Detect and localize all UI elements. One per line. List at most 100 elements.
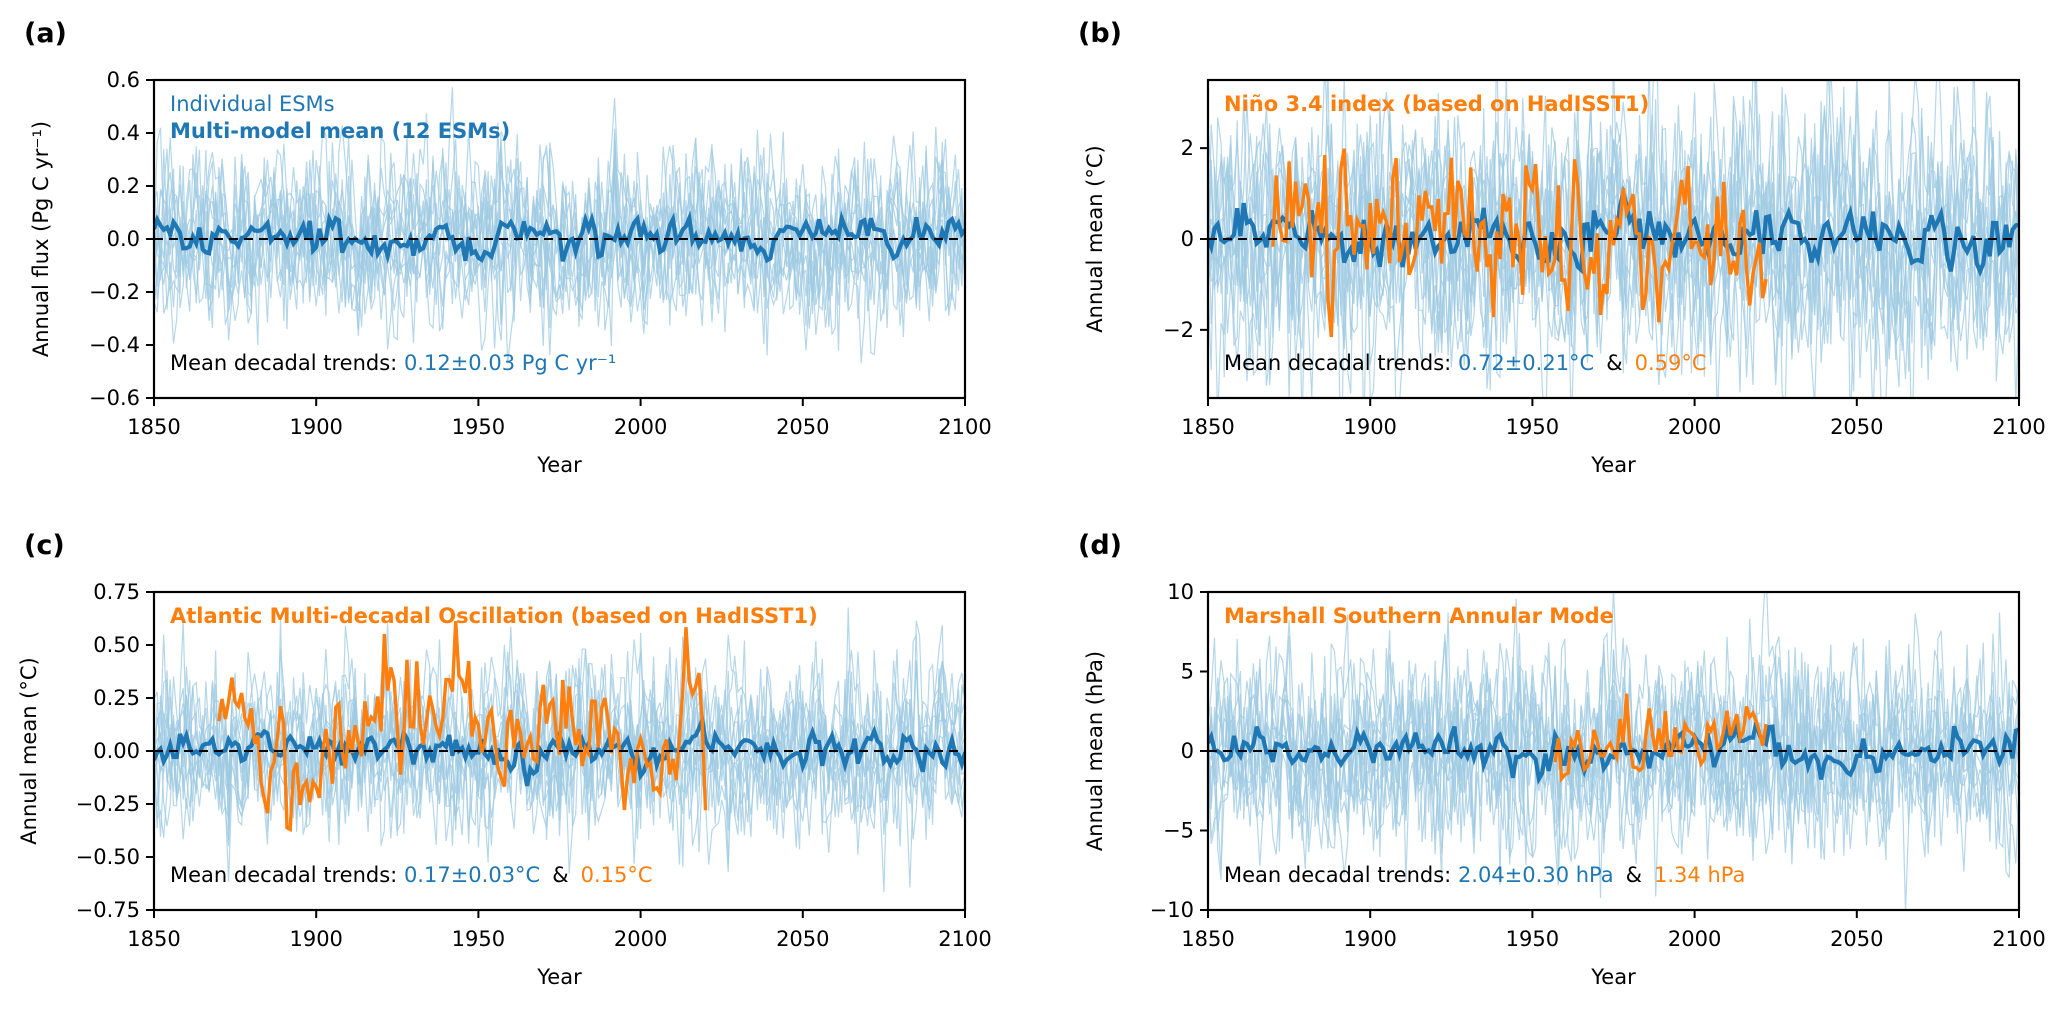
y-tick-label: 0 bbox=[1181, 227, 1194, 251]
panel-label: (c) bbox=[24, 530, 65, 561]
trend-ampersand: & bbox=[1626, 863, 1642, 887]
plot-area bbox=[1208, 80, 2019, 398]
x-tick-label: 1900 bbox=[289, 927, 342, 951]
legend-multi-model-mean: Multi-model mean (12 ESMs) bbox=[170, 119, 510, 143]
y-tick-label: 0 bbox=[1181, 739, 1194, 763]
x-tick-label: 2050 bbox=[776, 927, 829, 951]
observation-title: Marshall Southern Annular Mode bbox=[1224, 604, 1614, 628]
individual-esm-line bbox=[1208, 612, 2019, 870]
y-tick-label: 0.50 bbox=[93, 633, 140, 657]
trend-annotation: Mean decadal trends: 0.17±0.03°C & 0.15°C bbox=[170, 863, 653, 887]
x-tick-label: 1950 bbox=[1506, 927, 1559, 951]
panel-b: (b) 1850 1900 1950 2000 2050 2100 Year −2 0 2 Annua… bbox=[1078, 18, 2046, 477]
y-tick-label: 0.2 bbox=[107, 174, 140, 198]
panel-c: (c) 1850 1900 1950 2000 2050 2100 Year −0.75 −0.5… bbox=[17, 530, 992, 989]
x-tick-label: 2000 bbox=[614, 927, 667, 951]
y-tick-label: −0.25 bbox=[76, 792, 140, 816]
trend-observed-value: 1.34 hPa bbox=[1654, 863, 1745, 887]
trend-prefix: Mean decadal trends: bbox=[1224, 863, 1458, 887]
y-tick-label: 0.25 bbox=[93, 686, 140, 710]
legend-individual-esms: Individual ESMs bbox=[170, 92, 335, 116]
y-tick-label: −2 bbox=[1163, 318, 1194, 342]
trend-model-value: 2.04±0.30 hPa bbox=[1458, 863, 1614, 887]
trend-annotation: Mean decadal trends: 2.04±0.30 hPa & 1.34 … bbox=[1224, 863, 1745, 887]
y-axis-label: Annual mean (hPa) bbox=[1083, 651, 1107, 851]
x-tick-label: 1950 bbox=[1506, 415, 1559, 439]
y-axis-label: Annual flux (Pg C yr⁻¹) bbox=[29, 121, 53, 357]
y-tick-label: 0.0 bbox=[107, 227, 140, 251]
individual-esm-line bbox=[1208, 631, 2019, 910]
individual-esm-line bbox=[1208, 639, 2019, 878]
individual-esm-line bbox=[154, 620, 965, 840]
x-tick-label: 2050 bbox=[1830, 927, 1883, 951]
observation-line bbox=[1553, 693, 1768, 784]
y-tick-label: 0.6 bbox=[107, 68, 140, 92]
y-tick-label: 5 bbox=[1181, 660, 1194, 684]
multi-model-mean-line bbox=[1208, 719, 2019, 786]
trend-model-value: 0.12±0.03 Pg C yr⁻¹ bbox=[404, 351, 616, 375]
y-tick-label: −0.75 bbox=[76, 898, 140, 922]
x-axis-label: Year bbox=[536, 965, 582, 989]
y-tick-label: 10 bbox=[1167, 580, 1194, 604]
observation-line bbox=[1271, 148, 1768, 338]
y-tick-label: 2 bbox=[1181, 136, 1194, 160]
trend-prefix: Mean decadal trends: bbox=[170, 351, 404, 375]
multi-model-mean-line bbox=[154, 210, 965, 265]
y-axis-label: Annual mean (°C) bbox=[1083, 145, 1107, 332]
x-tick-label: 2050 bbox=[776, 415, 829, 439]
x-tick-label: 2100 bbox=[938, 927, 991, 951]
trend-model-value: 0.72±0.21°C bbox=[1458, 351, 1594, 375]
x-tick-label: 1850 bbox=[127, 927, 180, 951]
trend-annotation: Mean decadal trends: 0.72±0.21°C & 0.59°C bbox=[1224, 351, 1707, 375]
plot-area bbox=[154, 87, 965, 364]
panel-label: (d) bbox=[1078, 530, 1122, 561]
x-tick-label: 2100 bbox=[1992, 927, 2045, 951]
x-tick-label: 1850 bbox=[1181, 415, 1234, 439]
panel-label: (a) bbox=[24, 18, 67, 49]
y-tick-label: −0.4 bbox=[89, 333, 140, 357]
trend-ampersand: & bbox=[552, 863, 568, 887]
x-axis-label: Year bbox=[1590, 965, 1636, 989]
observation-title: Niño 3.4 index (based on HadISST1) bbox=[1224, 92, 1649, 116]
x-tick-label: 1850 bbox=[127, 415, 180, 439]
trend-observed-value: 0.15°C bbox=[581, 863, 653, 887]
x-tick-label: 1850 bbox=[1181, 927, 1234, 951]
y-axis-label: Annual mean (°C) bbox=[17, 657, 41, 844]
trend-prefix: Mean decadal trends: bbox=[1224, 351, 1458, 375]
panel-label: (b) bbox=[1078, 18, 1122, 49]
plot-area bbox=[1208, 592, 2019, 910]
x-axis-label: Year bbox=[1590, 453, 1636, 477]
y-tick-label: 0.75 bbox=[93, 580, 140, 604]
y-tick-label: 0.00 bbox=[93, 739, 140, 763]
observation-line bbox=[217, 621, 708, 833]
trend-observed-value: 0.59°C bbox=[1635, 351, 1707, 375]
x-tick-label: 2000 bbox=[614, 415, 667, 439]
y-tick-label: −0.2 bbox=[89, 280, 140, 304]
x-tick-label: 1950 bbox=[452, 415, 505, 439]
x-tick-label: 1900 bbox=[289, 415, 342, 439]
trend-annotation: Mean decadal trends: 0.12±0.03 Pg C yr⁻¹ bbox=[170, 351, 616, 375]
panel-d: (d) 1850 1900 1950 2000 2050 2100 Year −10 −5 0 5 10… bbox=[1078, 530, 2046, 989]
plot-area bbox=[154, 607, 965, 893]
x-tick-label: 2100 bbox=[938, 415, 991, 439]
x-tick-label: 1950 bbox=[452, 927, 505, 951]
y-tick-label: −0.6 bbox=[89, 386, 140, 410]
x-tick-label: 1900 bbox=[1343, 927, 1396, 951]
observation-title: Atlantic Multi-decadal Oscillation (base… bbox=[170, 604, 818, 628]
individual-esm-line bbox=[1208, 649, 2019, 897]
x-tick-label: 2100 bbox=[1992, 415, 2045, 439]
y-tick-label: −0.50 bbox=[76, 845, 140, 869]
x-tick-label: 2000 bbox=[1668, 927, 1721, 951]
individual-esm-line bbox=[1208, 618, 2019, 864]
panel-a: (a) 1850 1900 1950 2000 2050 2100 Year −0.6 −0.4 −… bbox=[24, 18, 992, 477]
trend-prefix: Mean decadal trends: bbox=[170, 863, 404, 887]
y-tick-label: −10 bbox=[1150, 898, 1194, 922]
x-axis-label: Year bbox=[536, 453, 582, 477]
trend-ampersand: & bbox=[1606, 351, 1622, 375]
trend-model-value: 0.17±0.03°C bbox=[404, 863, 540, 887]
y-tick-label: 0.4 bbox=[107, 121, 140, 145]
x-tick-label: 1900 bbox=[1343, 415, 1396, 439]
x-tick-label: 2050 bbox=[1830, 415, 1883, 439]
y-tick-label: −5 bbox=[1163, 819, 1194, 843]
